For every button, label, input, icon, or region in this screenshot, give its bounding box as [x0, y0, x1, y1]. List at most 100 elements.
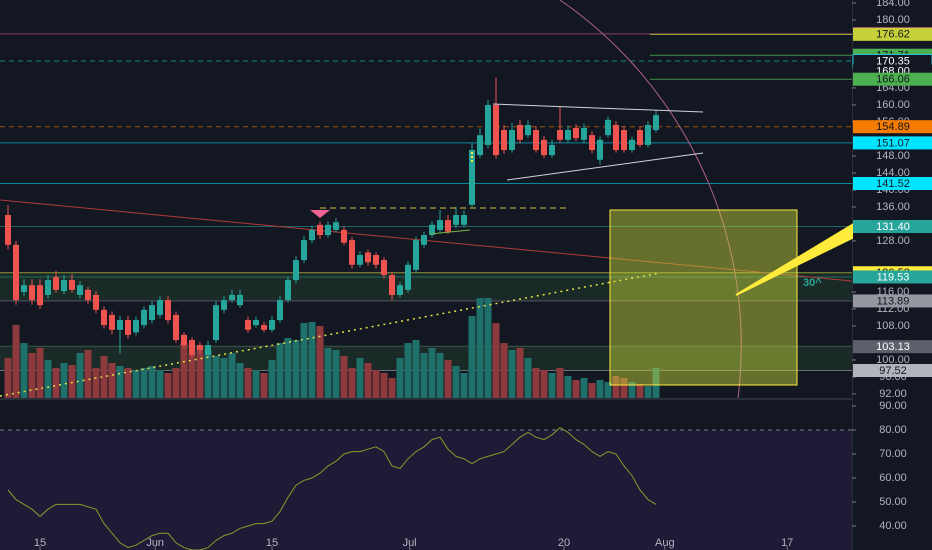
candle-body [253, 320, 259, 326]
panes [0, 0, 853, 550]
candle-body [21, 285, 27, 292]
volume-bar [44, 360, 52, 398]
x-tick-label: Jul [403, 537, 417, 549]
candle-body [149, 305, 155, 321]
candle-body [517, 124, 523, 140]
candle-body [53, 277, 59, 290]
volume-bar [516, 348, 524, 398]
candle-body [317, 224, 323, 236]
volume-bar [628, 382, 636, 398]
candle-body [629, 139, 635, 151]
candle-body [605, 119, 611, 136]
candle-body [109, 314, 115, 330]
candle-body [165, 300, 171, 321]
price-label: 170.35 [876, 55, 910, 67]
price-label: 119.53 [877, 271, 910, 283]
candle-body [29, 285, 35, 301]
rsi-band [0, 430, 852, 550]
price-label: 113.89 [877, 295, 910, 307]
volume-bar [412, 340, 420, 398]
volume-bar [652, 368, 660, 398]
candle-body [429, 224, 435, 236]
x-tick-label: Jun [146, 537, 164, 549]
volume-bar [212, 356, 220, 398]
candle-body [413, 240, 419, 270]
projection-box [609, 209, 798, 386]
price-label-box [853, 72, 932, 86]
candle-layer [5, 77, 659, 358]
candle-body [37, 285, 43, 306]
volume-bar [484, 298, 492, 398]
volume-bar [164, 373, 172, 398]
y-tick-label: 148.00 [876, 150, 910, 162]
price-label-box [853, 220, 932, 234]
candle-body [333, 222, 339, 230]
candle-body [501, 130, 507, 151]
volume-bar [180, 343, 188, 398]
volume-bar [468, 316, 476, 398]
candle-body [357, 254, 363, 265]
volume-bar [404, 343, 412, 398]
volume-bar [356, 358, 364, 398]
volume-bar [580, 378, 588, 398]
x-tick-label: 20 [558, 537, 570, 549]
volume-bar [612, 376, 620, 398]
volume-bar [452, 366, 460, 398]
price-label-box [853, 27, 932, 41]
candle-body [157, 300, 163, 315]
candle-body [485, 104, 491, 145]
volume-bar [372, 370, 380, 398]
volume-bar [540, 370, 548, 398]
price-label-box [853, 364, 932, 378]
price-label-box [853, 120, 932, 134]
volume-bar [332, 350, 340, 398]
volume-bar [132, 370, 140, 398]
volume-bar [28, 353, 36, 398]
candle-body [645, 124, 651, 145]
volume-bar [420, 353, 428, 398]
volume-bar [340, 356, 348, 398]
price-label: 141.52 [876, 178, 910, 190]
volume-bar [236, 363, 244, 398]
short-line [429, 229, 471, 235]
candle-body [269, 320, 275, 330]
volume-bar [188, 353, 196, 398]
price-label: 176.62 [876, 29, 910, 41]
x-tick-label: Aug [655, 537, 675, 549]
candle-body [301, 240, 307, 261]
candle-body [437, 220, 443, 230]
annotation: 30^ [803, 277, 822, 289]
price-label-box [853, 177, 932, 191]
volume-bar [260, 373, 268, 398]
volume-bar [564, 376, 572, 398]
triangle-edge [506, 152, 704, 181]
y-tick-label: 160.00 [876, 99, 910, 111]
candle-body [229, 294, 235, 301]
candle-body [85, 289, 91, 301]
volume-bar [116, 366, 124, 398]
volume-bar [348, 368, 356, 398]
volume-bar [316, 326, 324, 398]
candle-body [45, 280, 51, 295]
candle-body [245, 320, 251, 330]
candle-body [549, 144, 555, 156]
candle-body [621, 130, 627, 151]
candle-body [125, 320, 131, 335]
volume-bar [388, 378, 396, 398]
volume-bar [172, 368, 180, 398]
price-label-box [853, 136, 932, 150]
rsi-tick-label: 70.00 [879, 448, 907, 460]
candle-body [405, 264, 411, 290]
y-tick-label: 100.00 [876, 354, 910, 366]
volume-bar [20, 343, 28, 398]
trend-line [0, 272, 661, 397]
volume-bar [548, 373, 556, 398]
axis-layer: 184.00180.00164.00160.00156.00148.00144.… [34, 0, 932, 550]
candle-body [141, 309, 147, 326]
volume-bar [588, 383, 596, 398]
price-label: 151.07 [876, 137, 910, 149]
candle-body [205, 345, 211, 355]
volume-bar [644, 386, 652, 398]
candle-body [493, 104, 499, 156]
price-label: 97.52 [879, 365, 907, 377]
